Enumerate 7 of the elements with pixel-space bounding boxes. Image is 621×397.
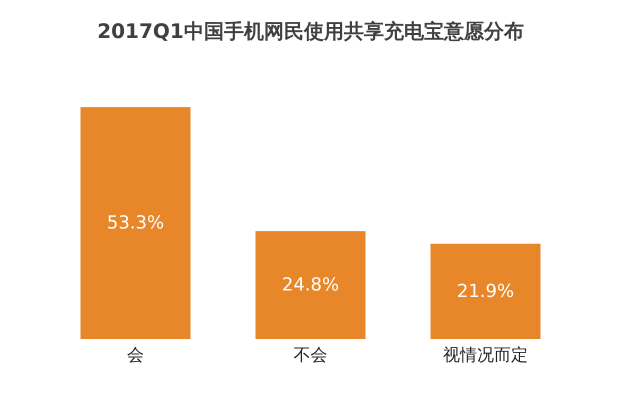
x-tick-label: 视情况而定 [443,346,528,366]
chart-title: 2017Q1中国手机网民使用共享充电宝意愿分布 [97,19,524,43]
x-tick-label: 不会 [294,346,328,366]
data-label: 53.3% [106,212,164,234]
data-label: 21.9% [456,280,514,302]
x-tick-label: 会 [127,346,144,366]
data-label: 24.8% [282,274,340,296]
